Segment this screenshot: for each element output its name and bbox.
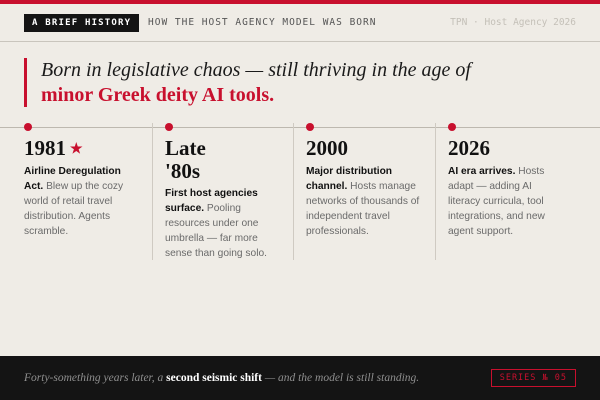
milestone-highlight: AI era arrives. (448, 166, 516, 177)
milestone-year: 2026 (448, 136, 490, 160)
milestone-2026: 2026 AI era arrives. Hosts adapt — addin… (448, 123, 576, 260)
milestone-text: Pooling resources under one umbrella — f… (165, 203, 267, 259)
milestone-description: Major distribution channel. Hosts manage… (306, 164, 421, 239)
footer-caption: Forty-something years later, a second se… (24, 372, 420, 384)
column-divider (435, 123, 436, 260)
footer-bar: Forty-something years later, a second se… (0, 356, 600, 400)
milestone-year: 1981 ★ (24, 136, 83, 160)
header-meta: TPN · Host Agency 2026 (450, 17, 576, 28)
milestone-year: Late '80s (165, 136, 206, 183)
timeline-dot (306, 123, 314, 131)
milestone-2000: 2000 Major distribution channel. Hosts m… (306, 123, 436, 260)
timeline-dot (165, 123, 173, 131)
milestone-highlight: Airline Deregulation Act. (24, 166, 121, 192)
header-title: HOW THE HOST AGENCY MODEL WAS BORN (148, 17, 377, 28)
column-divider (293, 123, 294, 260)
quote-accent: minor Greek deity AI tools. (41, 84, 275, 106)
milestone-text: Hosts manage networks of thousands of in… (306, 181, 420, 237)
star-icon: ★ (70, 142, 83, 157)
milestone-description: First host agencies surface. Pooling res… (165, 186, 277, 261)
footer-emphasis: second seismic shift (166, 372, 262, 384)
milestone-description: Airline Deregulation Act. Blew up the co… (24, 164, 134, 239)
series-tag: SERIES № 05 (490, 369, 576, 387)
column-divider (152, 123, 153, 260)
milestone-highlight: Major distribution channel. (306, 166, 393, 192)
milestone-text: Hosts adapt — adding AI literacy curricu… (448, 166, 545, 237)
milestone-late-80s: Late '80s First host agencies surface. Po… (165, 123, 294, 260)
timeline-dot (24, 123, 32, 131)
header-bar: A BRIEF HISTORY HOW THE HOST AGENCY MODE… (0, 4, 600, 42)
pull-quote: Born in legislative chaos — still thrivi… (24, 58, 564, 107)
milestone-1981: 1981 ★ Airline Deregulation Act. Blew up … (24, 123, 153, 260)
quote-lead: Born in legislative chaos — still thrivi… (41, 59, 471, 81)
milestone-text: Blew up the cozy world of retail travel … (24, 181, 124, 237)
milestone-year: 2000 (306, 136, 348, 160)
milestone-highlight: First host agencies surface. (165, 188, 258, 214)
milestone-description: AI era arrives. Hosts adapt — adding AI … (448, 164, 556, 239)
timeline-line (0, 127, 600, 128)
timeline-dot (448, 123, 456, 131)
section-badge: A BRIEF HISTORY (24, 14, 140, 32)
top-accent-rule (0, 0, 600, 4)
